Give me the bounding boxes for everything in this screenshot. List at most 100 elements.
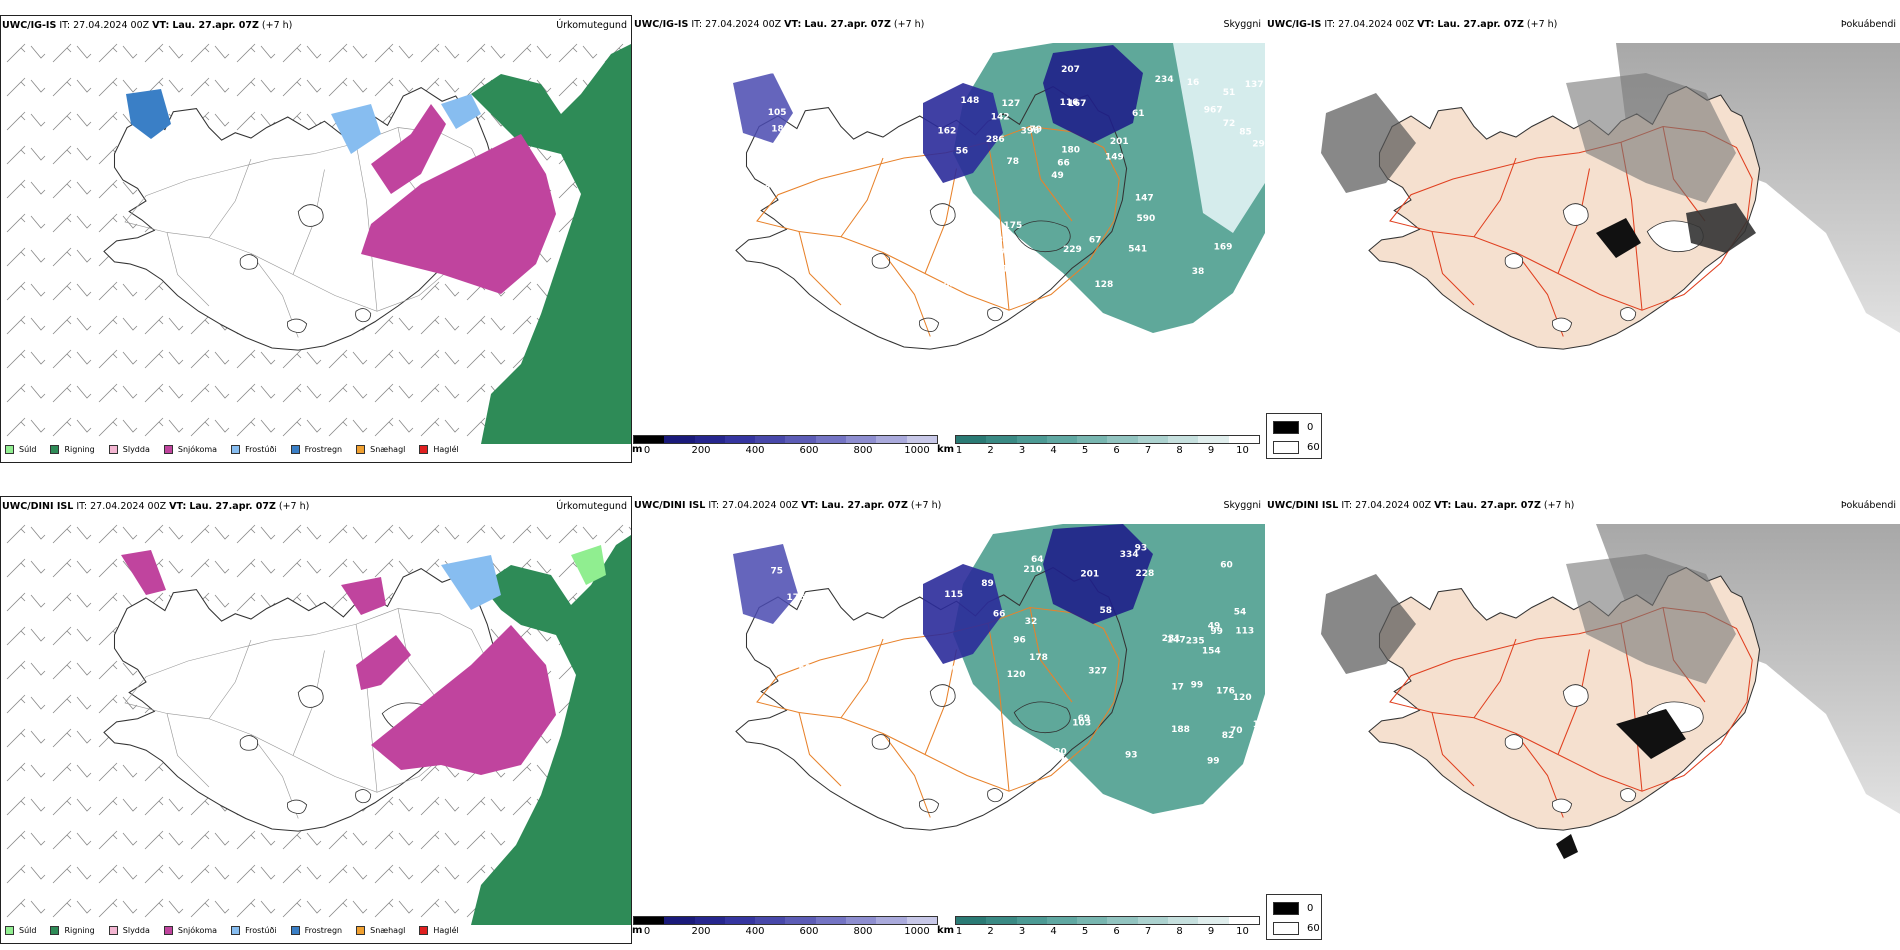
visibility-value-label: 130 [1048,747,1067,757]
precip-map [1,515,631,925]
visibility-value-label: 206 [786,155,805,165]
fog-legend-low: 60 [1307,922,1320,934]
colorbar-tick-label: 10 [1236,926,1249,937]
visibility-value-label: 149 [1105,152,1124,162]
legend-item: Rigning [50,444,95,454]
visibility-value-label: 187 [1253,720,1265,730]
legend-item: Haglél [419,925,459,935]
colorbar-tick-label: 0 [643,445,651,456]
colorbar-tick-label: 1000 [904,926,930,937]
product-type: Úrkomutegund [556,501,627,512]
visibility-value-label: 38 [1192,267,1205,277]
colorbar-tick-label: 400 [745,445,765,456]
reduced-visibility-area [953,524,1265,814]
colorbar-tick-label: 600 [799,445,819,456]
visibility-value-label: 89 [981,579,994,589]
visibility-value-label: 590 [1137,214,1156,224]
rain-area [471,44,631,444]
colorbar-tick-label: 2 [987,926,994,937]
precip-legend: Súld Rigning Slydda Snjókoma Frostúði Fr… [5,923,459,937]
visibility-meters-colorbar: 0 200 400 600 800 1000 m [632,435,938,458]
colorbar-tick-label: 8 [1176,926,1183,937]
precip-legend: Súld Rigning Slydda Snjókoma Frostúði Fr… [5,442,459,456]
model-name: UWC/IG-IS [634,19,689,30]
product-type: Þokuábendi [1840,500,1896,511]
colorbar-tick-label: 4 [1050,445,1057,456]
visibility-value-label: 334 [1120,550,1139,560]
visibility-value-label: 170 [946,272,965,282]
vt-label: VT: [1434,500,1452,511]
colorbar-tick-label: 200 [691,926,711,937]
snow-area [361,134,556,294]
fog-map [1321,524,1900,859]
visibility-value-label: 49 [1208,621,1221,631]
unit-km: km [937,444,955,455]
visibility-value-label: 201 [1080,570,1099,580]
legend-item: Slydda [108,444,150,454]
visibility-value-label: 313 [1027,760,1046,770]
visibility-value-label: 176 [787,593,806,603]
colorbar-tick-label: 1 [955,445,963,456]
vt-value: Lau. 27.apr. 07Z [804,19,891,30]
product-type: Þokuábendi [1840,19,1896,30]
lead-time: (+7 h) [278,501,310,512]
model-name: UWC/IG-IS [2,20,57,31]
lead-time: (+7 h) [261,20,293,31]
visibility-value-labels: 60 54 70 58 46 64 49 57 60 66 113 115 154 77 75 89 82 210… [728,543,1265,769]
vt-label: VT: [1417,19,1435,30]
visibility-value-label: 61 [1132,109,1145,119]
visibility-value-label: 147 [1135,193,1154,203]
visibility-value-label: 99 [1207,756,1220,766]
visibility-value-label: 51 [1223,88,1236,98]
visibility-value-label: 108 [1002,265,1021,275]
panel-header: UWC/IG-IS IT: 27.04.2024 00Z VT: Lau. 27… [1267,18,1896,32]
legend-item: Súld [5,925,36,935]
visibility-value-label: 113 [1235,627,1254,637]
rain-area [471,535,631,925]
it-label: IT: [1324,19,1336,30]
visibility-value-label: 231 [1162,634,1181,644]
vt-value: Lau. 27.apr. 07Z [189,501,276,512]
vt-value: Lau. 27.apr. 07Z [1454,500,1541,511]
visibility-value-labels: 76 56 51 49 61 81 116 105 152 79 58 47 167 201 291 148 2… [758,65,1265,293]
fog-indicator-panel-bottom: UWC/DINI ISL IT: 27.04.2024 00Z VT: Lau.… [1266,496,1900,944]
model-name: UWC/DINI ISL [634,500,706,511]
visibility-value-label: 188 [1171,725,1190,735]
colorbar-tick-label: 0 [643,926,651,937]
lead-time: (+7 h) [1543,500,1575,511]
fog-legend-high: 0 [1307,421,1314,433]
fog-legend-high: 0 [1307,902,1314,914]
visibility-km-colorbar: 1 2 3 4 5 6 7 8 9 10 km [937,435,1260,458]
colorbar-tick-label: 400 [745,926,765,937]
visibility-value-label: 176 [1216,687,1235,697]
visibility-value-label: 127 [1002,99,1021,109]
colorbar-tick-label: 600 [799,926,819,937]
visibility-value-label: 235 [1186,636,1205,646]
snow-area [371,625,556,775]
visibility-value-label: 57 [749,669,762,679]
visibility-value-label: 175 [1004,221,1023,231]
colorbar-tick-label: 4 [1050,926,1057,937]
visibility-value-label: 49 [1051,171,1064,181]
visibility-value-label: 54 [1234,607,1247,617]
visibility-value-label: 46 [953,744,966,754]
visibility-value-label: 93 [1125,750,1138,760]
lead-time: (+7 h) [893,19,925,30]
visibility-value-label: 32 [1025,617,1038,627]
visibility-value-label: 180 [1061,146,1080,156]
visibility-value-label: 16 [1187,78,1200,88]
precip-type-panel-bottom: UWC/DINI ISL IT: 27.04.2024 00Z VT: Lau.… [0,496,632,944]
visibility-value-label: 99 [1191,680,1204,690]
visibility-value-label: 154 [1202,646,1221,656]
unit-meters: m [632,925,643,936]
visibility-value-label: 81 [972,271,985,281]
visibility-value-label: 201 [1110,137,1129,147]
colorbar-tick-label: 3 [1018,445,1026,456]
legend-item: Slydda [108,925,150,935]
visibility-value-label: 116 [1060,98,1079,108]
colorbar-tick-label: 5 [1081,926,1089,937]
it-label: IT: [76,501,88,512]
visibility-value-label: 96 [971,283,984,293]
visibility-value-label: 967 [1204,105,1223,115]
visibility-value-label: 77 [1052,757,1065,767]
